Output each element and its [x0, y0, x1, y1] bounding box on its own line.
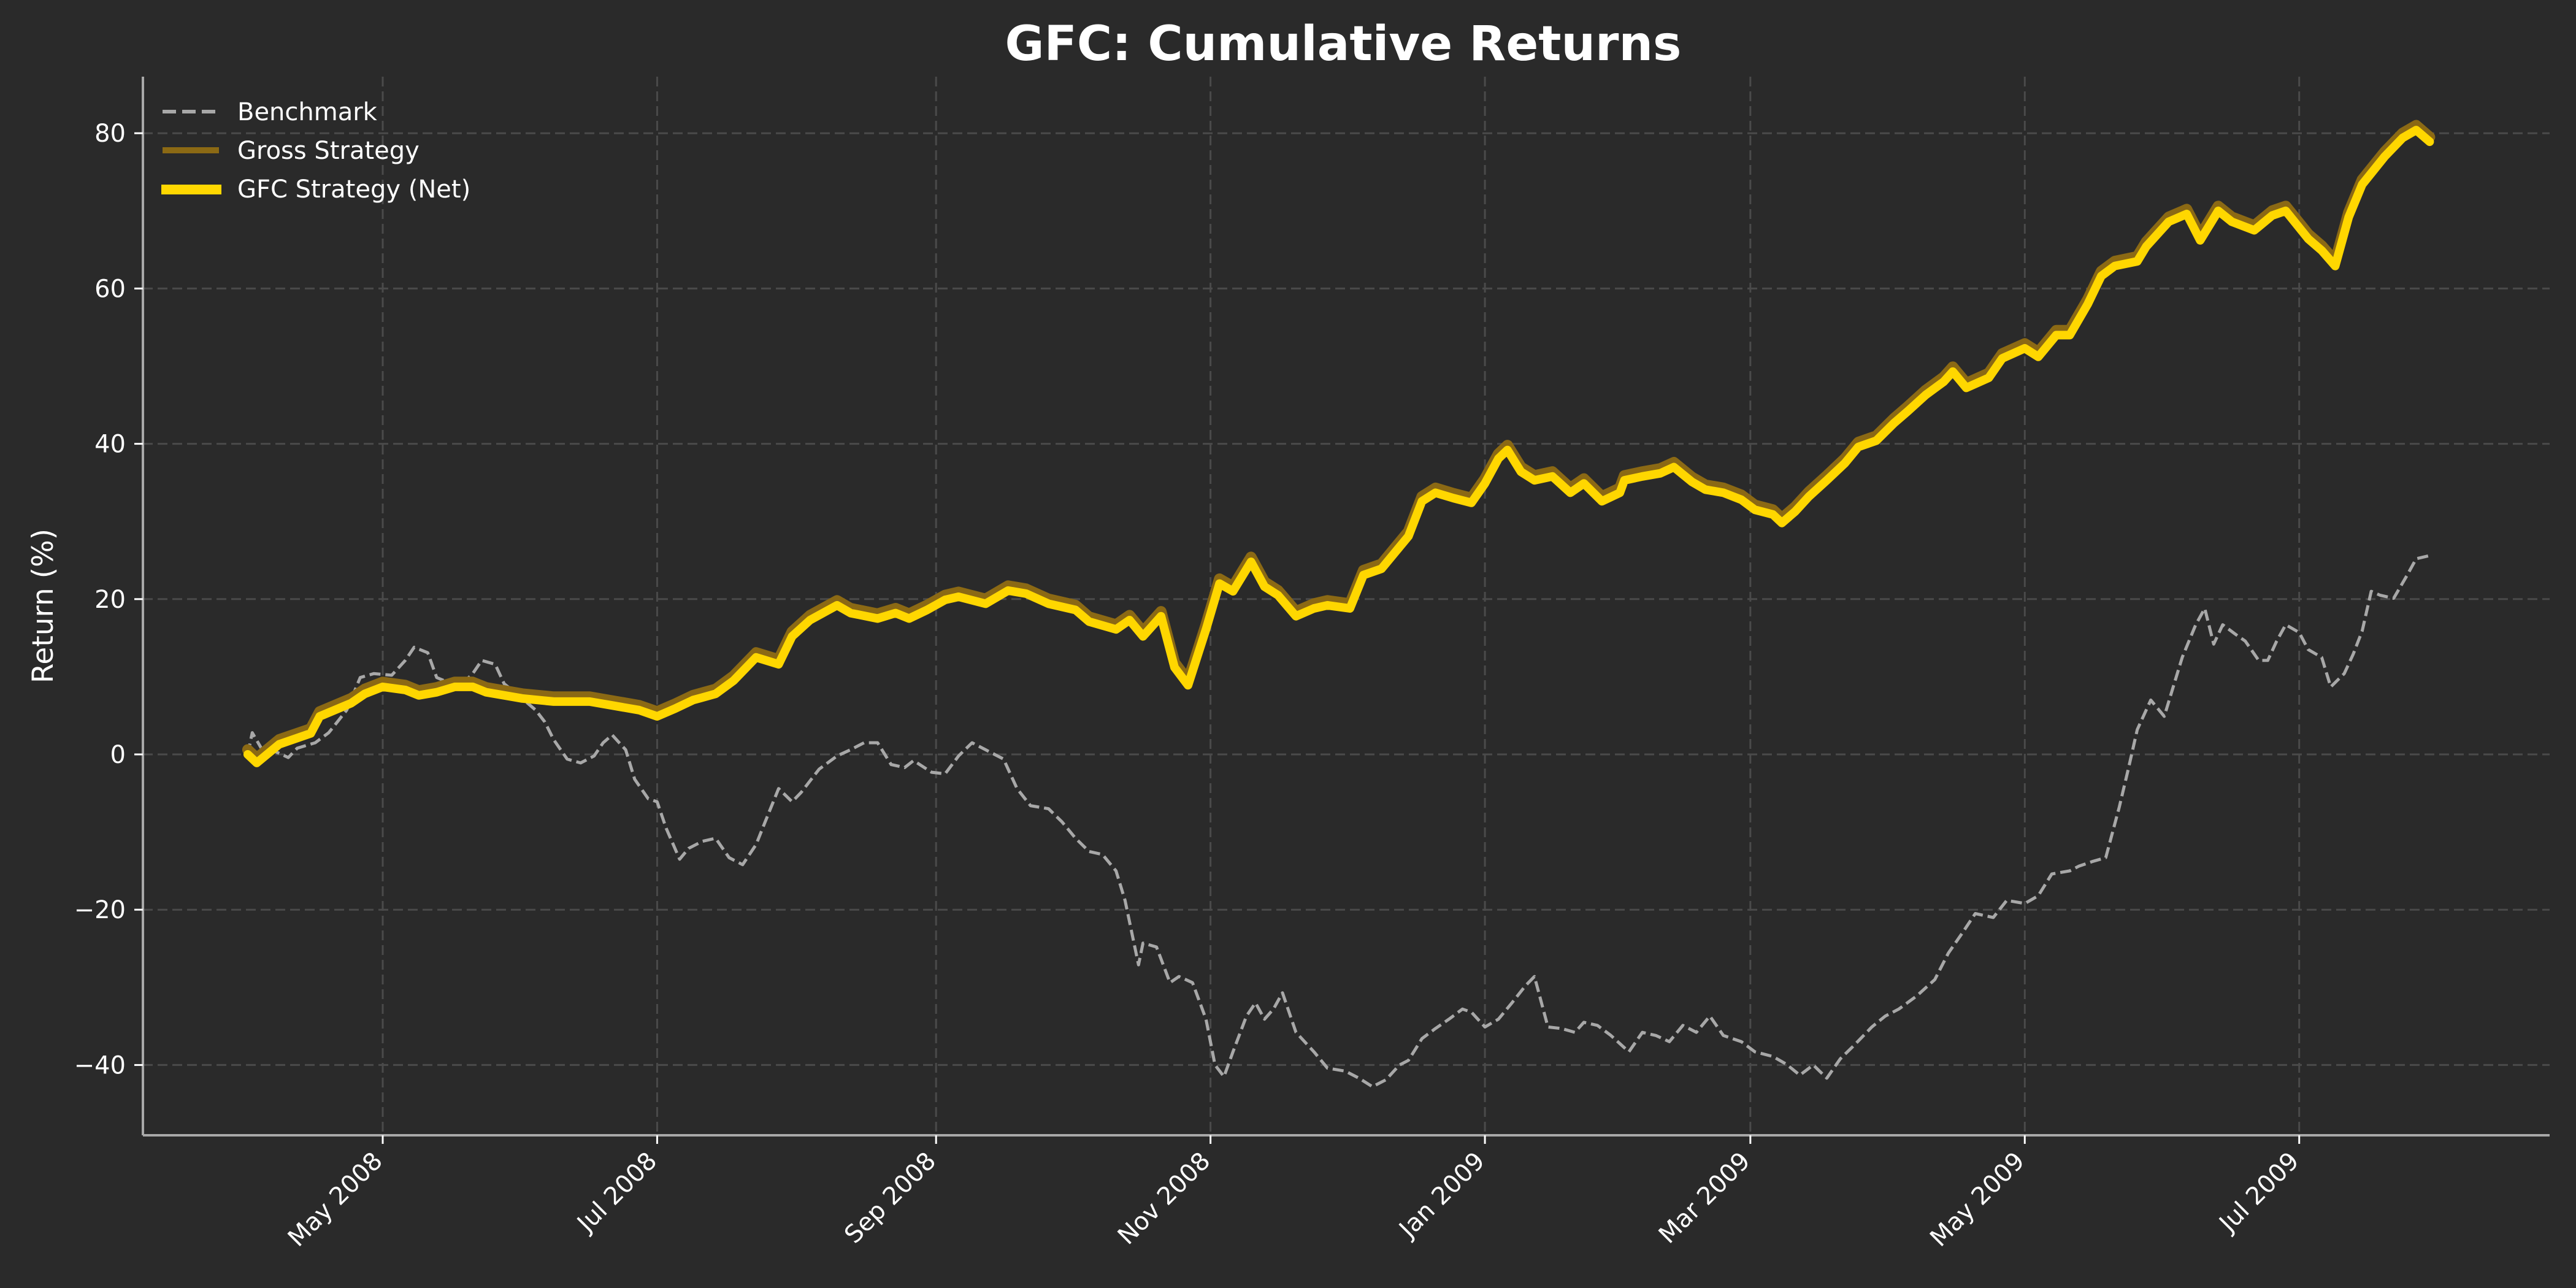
y-tick-label: 20	[94, 586, 126, 614]
horizontal-gridlines	[143, 132, 2550, 1066]
y-tick-label: 60	[94, 275, 126, 303]
legend-item-net-strategy: GFC Strategy (Net)	[161, 175, 470, 204]
benchmark-line	[246, 554, 2430, 1089]
legend-label: Benchmark	[237, 98, 378, 126]
y-tick-label: 0	[110, 741, 126, 769]
y-axis-label: Return (%)	[26, 529, 60, 683]
net-strategy-line	[243, 126, 2434, 767]
legend-item-gross-strategy: Gross Strategy	[163, 137, 420, 165]
series-layer	[242, 120, 2436, 1089]
legend-item-benchmark: Benchmark	[163, 98, 378, 126]
y-tick-label: −40	[74, 1051, 126, 1079]
y-axis-ticks: 80 60 40 20 0 −20 −40	[74, 120, 143, 1079]
y-tick-label: 80	[94, 120, 126, 148]
legend-label: Gross Strategy	[237, 137, 420, 165]
y-tick-label: 40	[94, 431, 126, 459]
y-tick-label: −20	[74, 896, 126, 924]
chart-title: GFC: Cumulative Returns	[1005, 17, 1682, 72]
legend: Benchmark Gross Strategy GFC Strategy (N…	[161, 98, 470, 204]
legend-label: GFC Strategy (Net)	[237, 175, 470, 204]
